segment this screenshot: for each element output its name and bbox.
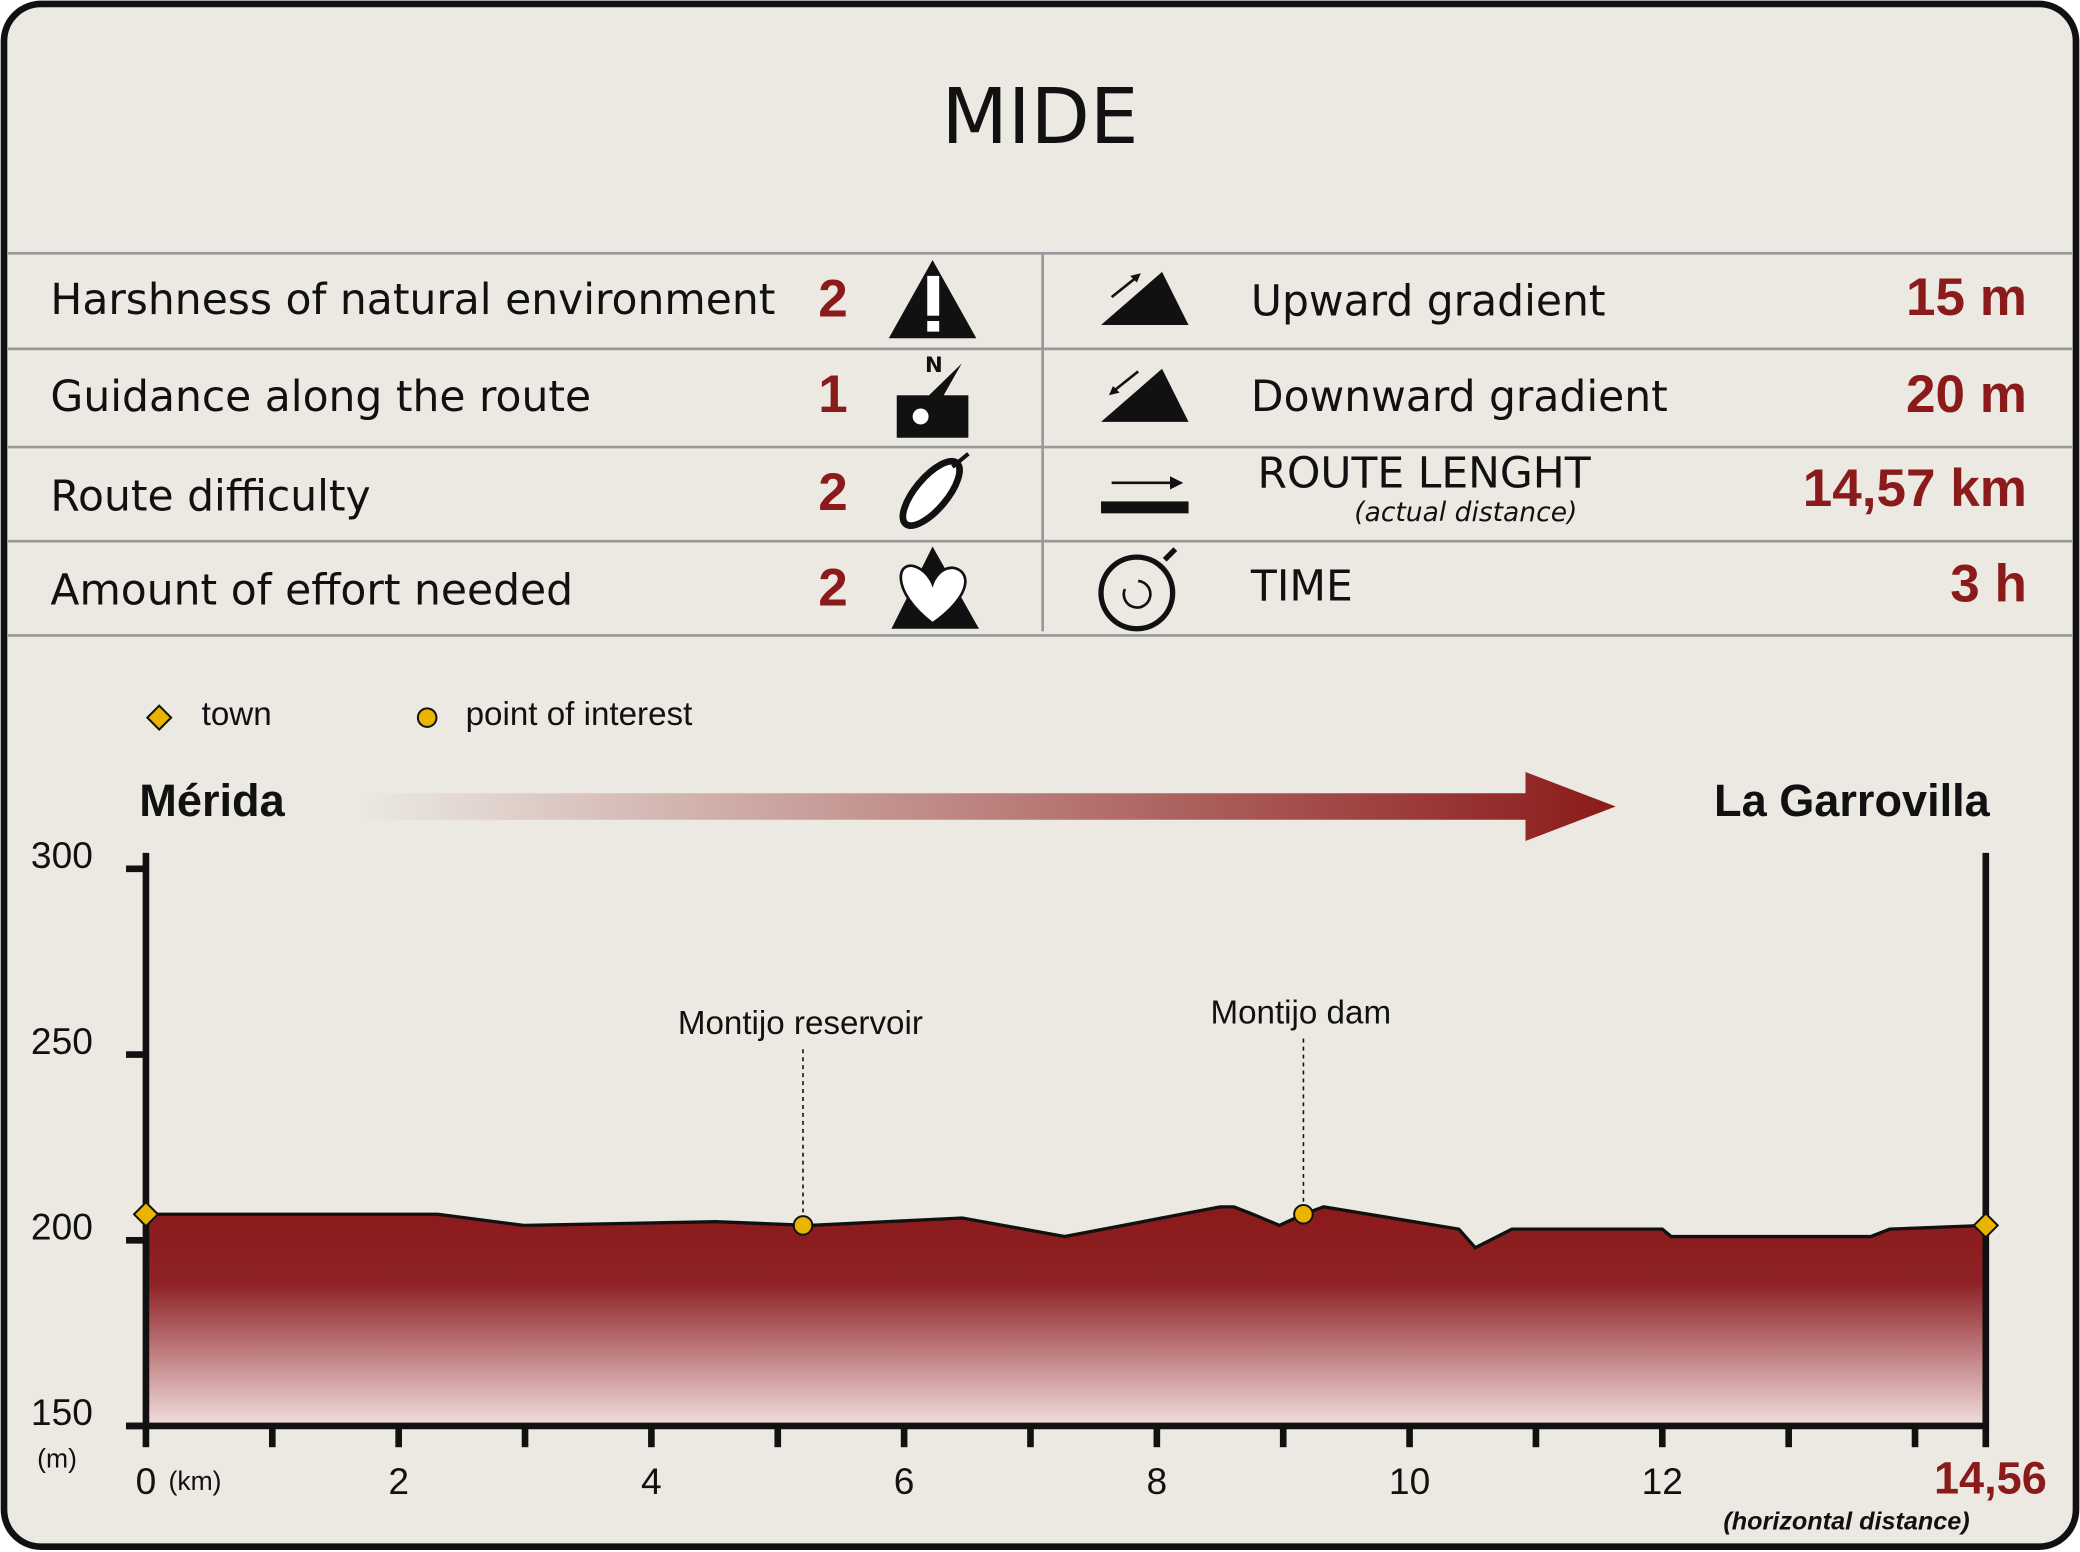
town-marker: [132, 1200, 160, 1228]
x-tick-label: 4: [641, 1460, 662, 1502]
rating-value: 2: [818, 463, 848, 522]
x-unit: (km): [169, 1466, 222, 1496]
stat-label: ROUTE LENGHT: [1258, 450, 1592, 499]
direction-arrow: [358, 772, 1616, 841]
icon-harshness: [888, 259, 977, 339]
rating-value: 2: [818, 269, 848, 328]
stat-value: 3 h: [1950, 555, 2027, 614]
stat-value: 14,57 km: [1803, 459, 2027, 518]
poi-name: Montijo dam: [1210, 995, 1391, 1032]
y-unit: (m): [37, 1443, 77, 1473]
legend-label: point of interest: [466, 696, 693, 733]
svg-text:N: N: [925, 353, 943, 378]
legend-label: town: [202, 696, 272, 733]
x-tick-label: 12: [1642, 1460, 1683, 1502]
rating-label: Guidance along the route: [50, 373, 591, 422]
icon-effort: [891, 546, 979, 629]
x-tick-label: 2: [388, 1460, 409, 1502]
town-name: La Garrovilla: [1714, 775, 1991, 826]
x-note: (horizontal distance): [1723, 1507, 1969, 1535]
rating-label: Harshness of natural environment: [50, 276, 775, 325]
poi-marker: [792, 1215, 814, 1236]
stat-label: Downward gradient: [1251, 373, 1668, 422]
icon-down: [1101, 368, 1189, 422]
icon-time: [1098, 547, 1178, 632]
x-tick-label: 0: [136, 1460, 157, 1502]
legend-town-marker: [145, 704, 173, 731]
y-tick-label: 300: [31, 834, 93, 876]
poi-name: Montijo reservoir: [678, 1005, 923, 1042]
icon-length: [1101, 476, 1189, 514]
icon-difficulty: [899, 452, 970, 529]
x-tick-label: 8: [1147, 1460, 1168, 1502]
stat-label: TIME: [1250, 562, 1353, 611]
rating-label: Route difficulty: [50, 472, 370, 521]
y-tick-label: 250: [31, 1020, 93, 1062]
poi-marker: [1293, 1203, 1314, 1225]
icon-guidance: N: [896, 353, 969, 438]
icon-up: [1101, 271, 1189, 325]
x-tick-label: 6: [894, 1460, 915, 1502]
legend-poi-marker: [416, 707, 438, 728]
y-tick-label: 150: [31, 1391, 93, 1433]
title: MIDE: [942, 73, 1139, 162]
elevation-chart: 150 200 250 300 0 2 4 6 8 10 12 14,56 (m) (km) (horizo…: [31, 696, 2047, 1535]
rating-label: Amount of effort needed: [50, 566, 573, 615]
elevation-line: [145, 1205, 1986, 1250]
x-tick-label: 10: [1389, 1460, 1430, 1502]
x-tick-label: 14,56: [1934, 1453, 2047, 1504]
stat-note: (actual distance): [1354, 497, 1577, 528]
stat-label: Upward gradient: [1251, 277, 1606, 326]
stat-value: 15 m: [1906, 268, 2027, 327]
town-name: Mérida: [139, 775, 285, 826]
rating-value: 2: [818, 559, 848, 618]
elevation-area: [145, 1206, 1986, 1426]
town-marker: [1972, 1212, 2000, 1239]
rating-value: 1: [818, 365, 848, 424]
y-tick-label: 200: [31, 1205, 93, 1247]
stat-value: 20 m: [1906, 365, 2027, 424]
